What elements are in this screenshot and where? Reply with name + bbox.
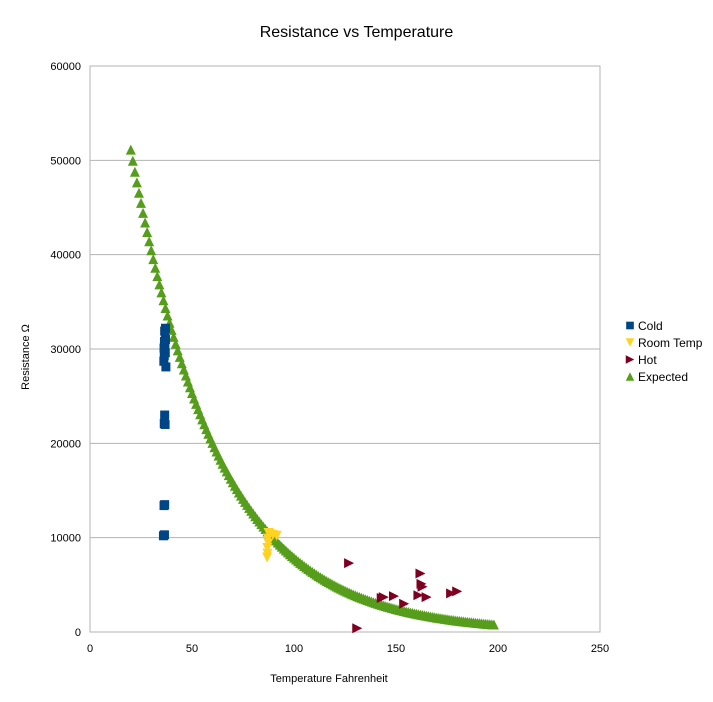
data-point <box>148 254 159 265</box>
legend-marker <box>625 372 635 381</box>
data-point <box>138 207 149 218</box>
data-point <box>146 245 157 256</box>
data-point <box>488 619 499 630</box>
data-point <box>415 568 426 579</box>
data-point <box>352 623 363 634</box>
data-point <box>262 548 273 559</box>
data-point <box>162 310 173 321</box>
x-tick-label: 100 <box>285 643 303 655</box>
data-point <box>156 287 167 298</box>
series-hot <box>344 558 463 634</box>
data-point <box>417 581 428 592</box>
y-tick-label: 10000 <box>50 533 81 545</box>
data-point <box>125 144 136 155</box>
legend-label: Expected <box>638 370 688 384</box>
data-point <box>158 295 169 306</box>
legend-marker <box>625 355 635 364</box>
y-tick-label: 0 <box>75 627 81 639</box>
data-point <box>160 500 170 510</box>
data-point <box>263 538 274 549</box>
x-tick-label: 250 <box>591 643 609 655</box>
data-point <box>150 262 161 273</box>
legend: Cold Room Temp Hot Expected <box>625 319 703 384</box>
x-tick-label: 0 <box>87 643 93 655</box>
data-point <box>140 217 151 228</box>
data-point <box>388 591 399 602</box>
data-point <box>160 419 170 429</box>
data-point <box>421 592 432 603</box>
data-point <box>160 410 170 420</box>
x-tick-label: 150 <box>387 643 405 655</box>
legend-item: Expected <box>625 370 688 384</box>
data-point <box>142 226 153 237</box>
data-point <box>160 302 171 313</box>
series-expected <box>125 144 499 630</box>
x-tick-label: 200 <box>489 643 507 655</box>
data-point <box>413 590 424 601</box>
legend-item: Hot <box>625 353 657 367</box>
y-tick-label: 20000 <box>50 438 81 450</box>
legend-marker <box>626 321 634 330</box>
legend-item: Cold <box>626 319 663 333</box>
data-point <box>136 197 146 208</box>
legend-label: Hot <box>638 353 657 367</box>
data-point <box>170 338 181 349</box>
axis-tick-labels: 0 10000 20000 30000 40000 50000 60000 0 50 100 150… <box>50 61 609 655</box>
data-point <box>160 348 170 358</box>
y-tick-label: 40000 <box>50 250 81 262</box>
y-tick-label: 30000 <box>50 344 81 356</box>
data-point <box>159 530 169 540</box>
y-tick-label: 60000 <box>50 61 81 73</box>
data-point <box>262 543 273 554</box>
x-tick-label: 50 <box>186 643 198 655</box>
legend-marker <box>625 338 635 347</box>
data-point <box>131 177 142 188</box>
x-axis-title: Temperature Fahrenheit <box>270 673 387 685</box>
data-point <box>127 155 138 166</box>
gridlines <box>90 65 600 539</box>
series-layer <box>125 144 499 634</box>
data-point <box>159 356 169 366</box>
chart-title: Resistance vs Temperature <box>260 24 454 41</box>
data-point <box>133 187 144 198</box>
data-point <box>129 166 140 177</box>
data-point <box>154 279 165 290</box>
data-point <box>271 530 282 541</box>
series-cold <box>158 323 171 541</box>
y-axis-title: Resistance Ω <box>20 324 32 390</box>
y-tick-label: 50000 <box>50 155 81 167</box>
data-point <box>161 362 171 372</box>
data-point <box>152 271 163 282</box>
series-room-temp <box>262 527 282 563</box>
legend-item: Room Temp <box>625 336 703 350</box>
data-point <box>446 588 457 599</box>
data-point <box>160 323 170 333</box>
data-point <box>168 331 179 342</box>
data-point <box>399 598 410 609</box>
data-point <box>378 592 389 603</box>
data-point <box>452 586 463 597</box>
data-point <box>160 335 170 345</box>
legend-label: Cold <box>638 319 663 333</box>
data-point <box>144 236 155 247</box>
data-point <box>344 558 355 569</box>
legend-label: Room Temp <box>638 336 703 350</box>
